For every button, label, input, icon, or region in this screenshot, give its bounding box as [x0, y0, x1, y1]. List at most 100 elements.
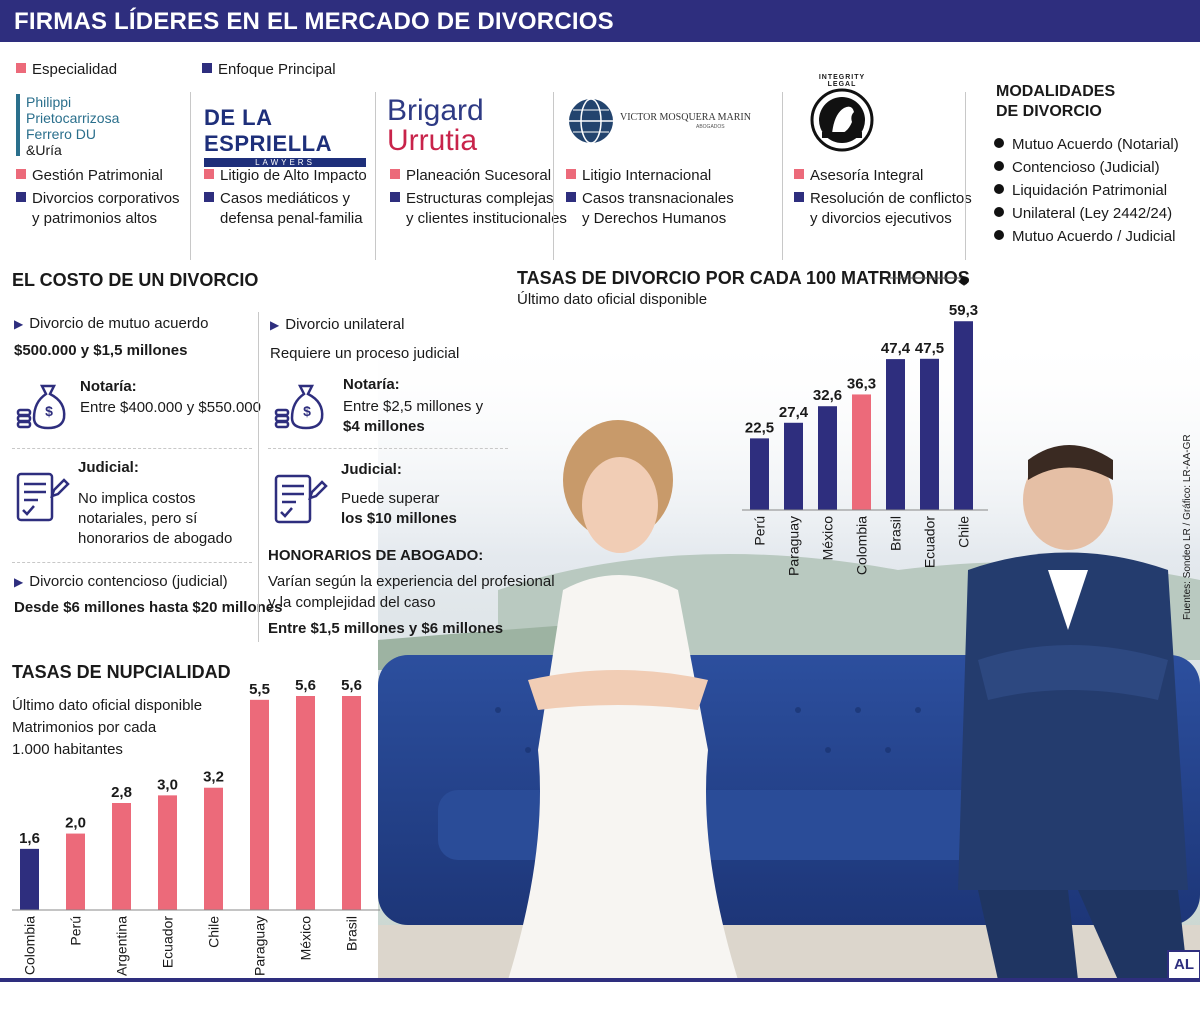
document-signature-icon — [272, 472, 328, 533]
tick-label: México — [820, 516, 836, 561]
victor-mosquera-logo: VICTOR MOSQUERA MARIN ABOGADOS — [566, 96, 766, 146]
al-badge: AL — [1167, 950, 1200, 980]
bar-brasil — [342, 696, 361, 910]
tick-label: Colombia — [854, 516, 870, 575]
source-credit: Fuentes: Sondeo LR / Gráfico: LR-AA-GR — [1182, 434, 1193, 620]
data-label: 5,6 — [295, 677, 316, 694]
bar-perú — [66, 833, 85, 910]
list-item: Mutuo Acuerdo (Notarial) — [994, 133, 1179, 156]
ppu-logo: Philippi Prietocarrizosa Ferrero DU &Urí… — [26, 94, 120, 158]
firm-1-specs: Gestión Patrimonial Divorcios corporativ… — [16, 166, 180, 229]
tick-label: Perú — [68, 916, 84, 946]
nupcialidad-title: TASAS DE NUPCIALIDAD — [12, 662, 231, 682]
honorarios-title: HONORARIOS DE ABOGADO: — [268, 547, 484, 564]
mutuo-notaria-title: Notaría: — [80, 378, 137, 395]
data-label: 3,2 — [203, 769, 224, 786]
honorarios-text: Varían según la experiencia del profesio… — [268, 573, 555, 611]
document-signature-icon — [14, 470, 70, 531]
legend-enfoque: Enfoque Principal — [202, 61, 336, 78]
unilateral-judicial-title: Judicial: — [341, 461, 402, 478]
ppu-logo-bar — [16, 94, 20, 156]
pink-square-icon — [16, 63, 26, 73]
divorce-chart-subtitle: Último dato oficial disponible — [517, 291, 708, 308]
divorce-chart-title: TASAS DE DIVORCIO POR CADA 100 MATRIMONI… — [517, 268, 970, 288]
unilateral-req: Requiere un proceso judicial — [270, 345, 460, 362]
legend-especialidad: Especialidad — [16, 61, 117, 78]
connector-dot — [960, 277, 968, 285]
tick-label: Brasil — [888, 516, 904, 551]
divider — [965, 92, 966, 260]
contencioso-range: Desde $6 millones hasta $20 millones — [14, 599, 283, 616]
money-bag-icon: $ — [272, 380, 328, 437]
divorce-chart: 22,5 Perú 27,4 Paraguay 32,6 México 36,3 Colomb… — [742, 277, 988, 576]
mutuo-judicial-title: Judicial: — [78, 459, 139, 476]
modalidades-title: MODALIDADES DE DIVORCIO — [996, 83, 1116, 120]
tick-label: Chile — [956, 516, 972, 548]
mutuo-notaria-text: Entre $400.000 y $550.000 — [80, 399, 261, 416]
tick-label: Chile — [206, 916, 222, 948]
bar-colombia — [20, 848, 39, 910]
connector-line — [890, 277, 965, 286]
firm-4-specs: Litigio Internacional Casos transnaciona… — [566, 166, 734, 229]
list-item: Liquidación Patrimonial — [994, 179, 1179, 202]
firm-5-specs: Asesoría Integral Resolución de conflict… — [794, 166, 972, 229]
data-label: 32,6 — [813, 387, 842, 404]
divider — [258, 312, 259, 642]
triangle-right-icon: ▶ — [270, 318, 280, 332]
bar-méxico — [818, 406, 837, 510]
data-label: 36,3 — [847, 375, 876, 392]
data-label: 2,0 — [65, 815, 86, 832]
tick-label: Brasil — [344, 916, 360, 951]
bar-chile — [204, 787, 223, 910]
mutuo-judicial-text: No implica costos notariales, pero sí ho… — [78, 490, 233, 547]
bar-paraguay — [784, 422, 803, 510]
tick-label: Ecuador — [160, 916, 176, 968]
data-label: 3,0 — [157, 776, 178, 793]
bottom-bar — [0, 978, 1200, 982]
bar-chile — [954, 321, 973, 510]
modalidades-list: Mutuo Acuerdo (Notarial) Contencioso (Ju… — [994, 133, 1179, 248]
firm-2-specs: Litigio de Alto Impacto Casos mediáticos… — [204, 166, 367, 229]
mutuo-label: ▶ Divorcio de mutuo acuerdo — [14, 315, 209, 332]
divider — [12, 448, 252, 450]
nupcialidad-subtitle: Último dato oficial disponible Matrimoni… — [12, 697, 203, 758]
unilateral-notaria-text: Entre $2,5 millones y $4 millones — [343, 398, 484, 435]
tick-label: Perú — [752, 516, 768, 546]
tick-label: Paraguay — [252, 916, 268, 976]
divider — [268, 448, 508, 450]
data-label: 59,3 — [949, 302, 978, 319]
data-label: 47,5 — [915, 340, 944, 357]
couple-photo — [378, 330, 1200, 980]
contencioso-label: ▶ Divorcio contencioso (judicial) — [14, 573, 228, 590]
globe-icon — [569, 98, 613, 144]
svg-text:$: $ — [45, 403, 53, 419]
brigard-urrutia-logo: Brigard Urrutia — [387, 94, 484, 157]
lion-seal-icon — [810, 88, 874, 152]
unilateral-judicial-text: Puede superar los $10 millones — [341, 490, 457, 527]
tick-label: Paraguay — [786, 516, 802, 576]
bar-paraguay — [250, 699, 269, 910]
integrity-legal-logo: INTEGRITY LEGAL — [800, 74, 884, 158]
list-item: Unilateral (Ley 2442/24) — [994, 202, 1179, 225]
divider — [190, 92, 191, 260]
svg-text:$: $ — [303, 403, 311, 419]
money-bag-icon: $ — [14, 380, 70, 437]
unilateral-notaria-title: Notaría: — [343, 376, 400, 393]
honorarios-range: Entre $1,5 millones y $6 millones — [268, 620, 504, 637]
bar-perú — [750, 438, 769, 510]
tick-label: Colombia — [22, 916, 38, 975]
data-label: 5,5 — [249, 681, 270, 698]
navy-square-icon — [202, 63, 212, 73]
bar-argentina — [112, 803, 131, 910]
title-bar: FIRMAS LÍDERES EN EL MERCADO DE DIVORCIO… — [0, 0, 1200, 42]
triangle-right-icon: ▶ — [14, 317, 24, 331]
divider — [12, 562, 252, 564]
list-item: Mutuo Acuerdo / Judicial — [994, 225, 1179, 248]
divider — [553, 92, 554, 260]
firm-3-specs: Planeación Sucesoral Estructuras complej… — [390, 166, 567, 229]
divider — [782, 92, 783, 260]
bar-méxico — [296, 696, 315, 910]
costo-title: EL COSTO DE UN DIVORCIO — [12, 270, 259, 290]
de-la-espriella-logo: DE LA ESPRIELLA LAWYERS — [204, 105, 366, 167]
tick-label: Ecuador — [922, 516, 938, 568]
